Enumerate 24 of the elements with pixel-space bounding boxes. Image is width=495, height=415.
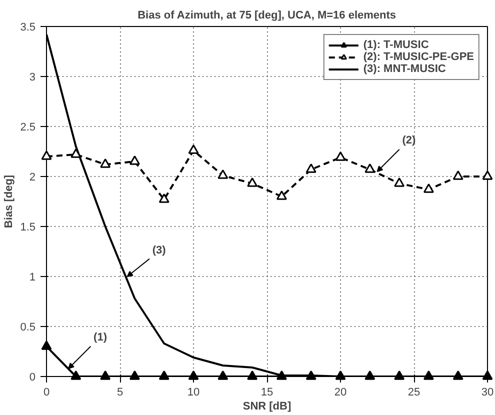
annotation: (2) (402, 134, 416, 146)
x-tick-label: 30 (481, 386, 494, 398)
y-axis-title: Bias [deg] (3, 174, 16, 228)
annotation: (1) (94, 332, 108, 344)
annotation: (3) (152, 244, 166, 256)
y-tick-label: 2.5 (20, 122, 36, 134)
y-tick-label: 3.5 (20, 22, 36, 34)
x-tick-label: 0 (43, 386, 50, 398)
y-tick-label: 2 (29, 172, 36, 184)
y-tick-label: 1 (29, 272, 36, 284)
x-axis-title: SNR [dB] (242, 400, 292, 412)
x-tick-label: 20 (334, 386, 347, 398)
legend-label: (1): T-MUSIC (363, 39, 429, 51)
y-tick-label: 1.5 (20, 222, 36, 234)
x-tick-label: 5 (116, 386, 124, 398)
y-tick-label: 0 (29, 372, 36, 384)
x-tick-label: 25 (408, 386, 420, 398)
x-tick-label: 10 (187, 386, 200, 398)
y-tick-label: 0.5 (20, 322, 36, 334)
legend-label: (2): T-MUSIC-PE-GPE (363, 51, 474, 63)
y-tick-label: 3 (29, 72, 36, 84)
x-tick-label: 15 (260, 386, 274, 398)
chart-title: Bias of Azimuth, at 75 [deg], UCA, M=16 elements (138, 10, 396, 22)
legend-label: (3): MNT-MUSIC (363, 63, 446, 75)
